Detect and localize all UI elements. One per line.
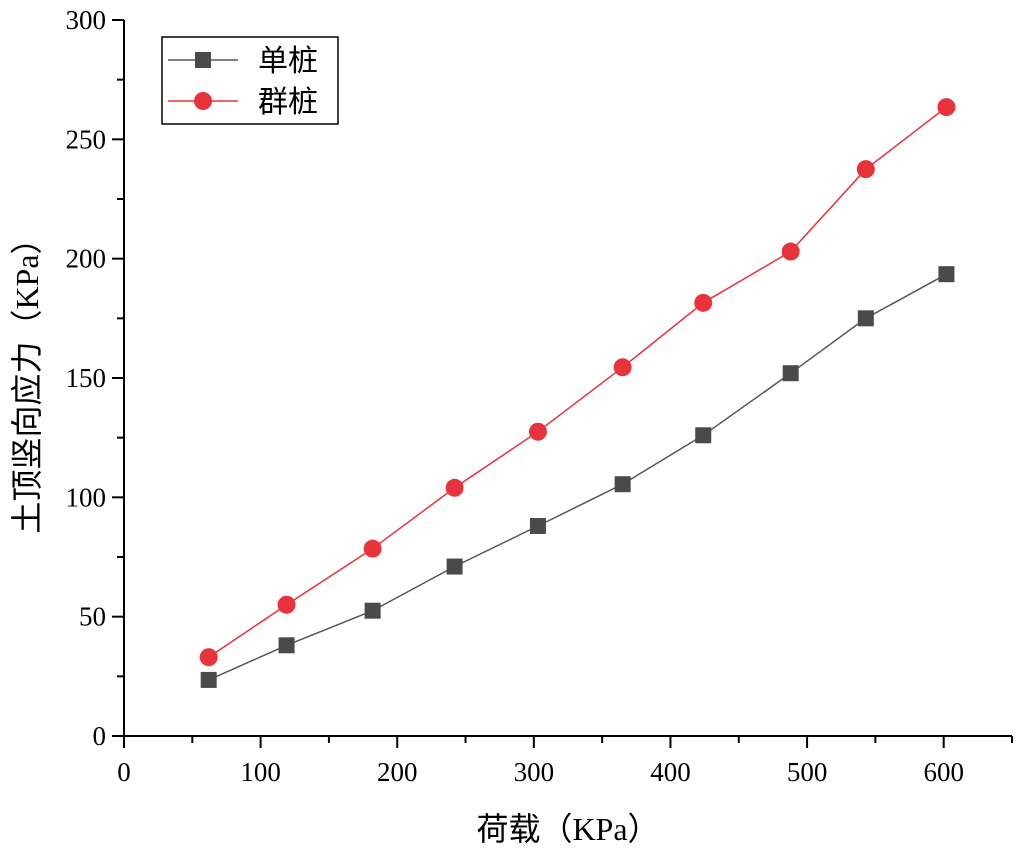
- y-tick-label: 200: [66, 244, 107, 274]
- y-tick-label: 150: [66, 363, 107, 393]
- legend-marker-2: [194, 92, 212, 110]
- data-point: [528, 422, 547, 441]
- x-ticks: 0 100 200 300 400 500 600: [117, 736, 1013, 787]
- data-point: [695, 427, 712, 444]
- series-2: [199, 98, 956, 667]
- y-tick-label: 250: [66, 124, 107, 154]
- data-point: [445, 478, 464, 497]
- data-point: [529, 517, 546, 534]
- y-tick-label: 50: [79, 602, 106, 632]
- data-point: [857, 310, 874, 327]
- data-point: [782, 365, 799, 382]
- x-axis-title: 荷载（KPa）: [476, 811, 659, 847]
- data-point: [199, 648, 218, 667]
- data-point: [781, 242, 800, 261]
- data-point: [200, 671, 217, 688]
- x-tick-label: 300: [514, 757, 555, 787]
- y-axis-title: 土顶竖向应力（KPa）: [9, 222, 45, 533]
- legend-box: [161, 36, 339, 125]
- legend-item-1: 单桩: [168, 45, 318, 78]
- data-point: [937, 98, 956, 117]
- axes: 0 50 100 150 200 250 300 0 100 200 300 400 500 600: [66, 5, 1013, 787]
- series-line: [208, 106, 947, 658]
- legend-marker-1: [195, 52, 211, 68]
- series-1: [200, 266, 955, 688]
- data-point: [277, 595, 296, 614]
- series-line: [208, 273, 947, 681]
- x-tick-label: 100: [240, 757, 281, 787]
- data-point: [694, 293, 713, 312]
- data-point: [364, 602, 381, 619]
- x-tick-label: 500: [787, 757, 828, 787]
- data-point: [856, 160, 875, 179]
- x-tick-label: 400: [650, 757, 691, 787]
- x-tick-label: 600: [923, 757, 964, 787]
- legend: 单桩 群桩: [161, 36, 339, 125]
- data-point: [938, 266, 955, 283]
- series-layer: [199, 98, 956, 688]
- y-tick-label: 0: [93, 721, 107, 751]
- x-tick-label: 200: [377, 757, 418, 787]
- data-point: [278, 637, 295, 654]
- data-point: [363, 539, 382, 558]
- y-tick-label: 300: [66, 5, 107, 35]
- legend-label-2: 群桩: [258, 86, 318, 119]
- data-point: [446, 558, 463, 575]
- data-point: [614, 476, 631, 493]
- data-point: [613, 358, 632, 377]
- x-tick-label: 0: [117, 757, 131, 787]
- legend-item-2: 群桩: [168, 86, 318, 119]
- y-tick-label: 100: [66, 482, 107, 512]
- legend-label-1: 单桩: [258, 45, 318, 78]
- y-ticks: 0 50 100 150 200 250 300: [66, 5, 124, 751]
